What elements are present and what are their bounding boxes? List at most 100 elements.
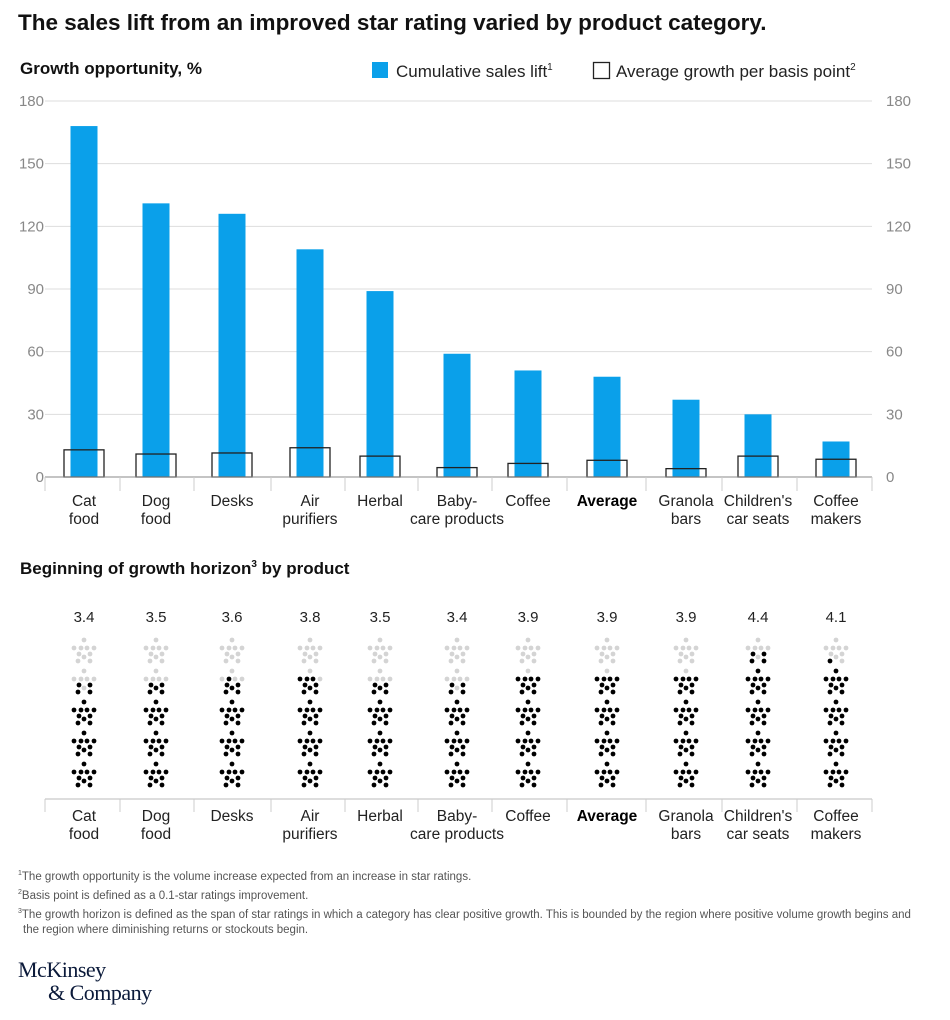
star-dot xyxy=(520,682,526,688)
star-dot xyxy=(147,751,153,757)
star-dot xyxy=(380,645,386,651)
star-dot xyxy=(758,738,764,744)
footnote-text: Basis point is defined as a 0.1-star rat… xyxy=(21,889,309,902)
star-dot xyxy=(598,751,604,757)
category-label: Air purifiers xyxy=(282,493,337,528)
star-dot xyxy=(839,713,845,719)
star-dot xyxy=(683,654,689,660)
star-dot xyxy=(833,761,839,767)
star-dot xyxy=(232,707,238,713)
category-label-line: care products xyxy=(410,511,504,528)
star-dot xyxy=(223,751,229,757)
rating-value: 3.5 xyxy=(370,609,391,626)
star-dot xyxy=(226,707,232,713)
star-dot xyxy=(224,744,230,750)
star-dot xyxy=(761,658,767,664)
star-dot xyxy=(71,738,77,744)
y-tick-label-left: 90 xyxy=(27,281,44,298)
star-dot xyxy=(449,682,455,688)
star-dot xyxy=(594,738,600,744)
star-dot xyxy=(457,769,463,775)
logo-line-2: & Company xyxy=(48,980,152,1005)
star-dot xyxy=(219,769,225,775)
star-dot xyxy=(150,645,156,651)
category-label: Granola bars xyxy=(658,808,714,843)
star-dot xyxy=(839,682,845,688)
category-label-line: Air xyxy=(301,808,320,825)
star-dot xyxy=(515,676,521,682)
star-dot xyxy=(159,782,165,788)
star-dot xyxy=(377,699,383,705)
star-dot xyxy=(677,720,683,726)
star-dot xyxy=(377,685,383,691)
star-dot xyxy=(371,658,377,664)
star-dot xyxy=(310,738,316,744)
star-dot xyxy=(317,769,323,775)
star-dot xyxy=(599,775,605,781)
star-dot xyxy=(449,651,455,657)
star-dot xyxy=(313,782,319,788)
star-dot xyxy=(525,699,531,705)
star-dot xyxy=(75,751,81,757)
bar-cumulative-sales-lift xyxy=(443,353,471,477)
star-dot xyxy=(153,747,159,753)
category-label: Cat food xyxy=(69,808,99,843)
star-dot xyxy=(680,707,686,713)
star-dot xyxy=(374,676,380,682)
category-label-line: car seats xyxy=(727,826,790,843)
star-dot xyxy=(528,738,534,744)
star-dot xyxy=(830,707,836,713)
star-dot xyxy=(224,682,230,688)
star-dot xyxy=(755,747,761,753)
star-dot xyxy=(229,668,235,674)
star-dot xyxy=(755,699,761,705)
star-dot xyxy=(761,782,767,788)
star-dot xyxy=(520,744,526,750)
star-dot xyxy=(313,713,319,719)
star-dot xyxy=(755,685,761,691)
star-dot xyxy=(689,682,695,688)
star-dot xyxy=(755,716,761,722)
star-dot xyxy=(159,720,165,726)
star-dot xyxy=(367,769,373,775)
star-dot xyxy=(235,782,241,788)
star-dot xyxy=(460,751,466,757)
star-dot xyxy=(519,751,525,757)
category-label: Desks xyxy=(210,808,253,825)
star-dot xyxy=(383,682,389,688)
star-dot xyxy=(515,769,521,775)
star-dot xyxy=(313,775,319,781)
star-dot xyxy=(377,730,383,736)
category-label: Cat food xyxy=(69,493,99,528)
star-dot xyxy=(239,769,245,775)
star-dot xyxy=(380,676,386,682)
category-label: Dog food xyxy=(141,493,171,528)
footnote-mark: 3 xyxy=(18,907,22,915)
legend-swatch-cumulative xyxy=(372,62,388,78)
star-dot xyxy=(302,651,308,657)
star-dot xyxy=(239,738,245,744)
footnote-1: 1The growth opportunity is the volume in… xyxy=(18,866,918,885)
star-dot xyxy=(377,761,383,767)
star-dot xyxy=(235,713,241,719)
star-dot xyxy=(531,682,537,688)
category-label-line: Children's xyxy=(724,808,793,825)
star-dot xyxy=(598,689,604,695)
star-dot xyxy=(451,676,457,682)
star-dot xyxy=(677,658,683,664)
star-dot xyxy=(610,713,616,719)
star-dot xyxy=(310,676,316,682)
star-dot xyxy=(153,668,159,674)
star-dot xyxy=(317,707,323,713)
star-dot xyxy=(683,637,689,643)
star-dot xyxy=(833,637,839,643)
star-dot xyxy=(235,775,241,781)
category-label-line: purifiers xyxy=(282,511,337,528)
star-dot xyxy=(226,769,232,775)
star-dot xyxy=(304,676,310,682)
star-dot xyxy=(752,738,758,744)
star-dot xyxy=(374,707,380,713)
star-dot xyxy=(219,676,225,682)
star-dot xyxy=(301,720,307,726)
star-dot xyxy=(301,658,307,664)
